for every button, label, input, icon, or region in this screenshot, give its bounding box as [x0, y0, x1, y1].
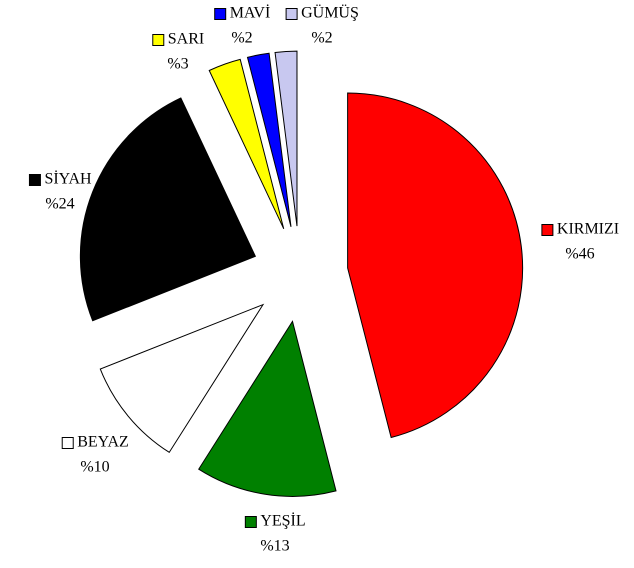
slice-name: YEŞİL: [260, 512, 305, 530]
legend-swatch: [244, 516, 257, 528]
legend-swatch: [152, 34, 165, 46]
legend-swatch: [285, 8, 298, 20]
pie-slice: [99, 303, 265, 454]
slice-value-label: %13: [260, 538, 289, 555]
slice-value-label: %24: [45, 196, 74, 213]
slice-name: BEYAZ: [77, 434, 129, 451]
slice-value-label: %46: [565, 246, 594, 263]
pie-slice: [274, 50, 298, 227]
slice-name: GÜMÜŞ: [301, 4, 359, 22]
pie-slice: [198, 320, 337, 497]
slice-name: KIRMIZI: [557, 221, 619, 238]
legend-swatch: [541, 224, 554, 236]
pie-slice: [347, 92, 524, 439]
pie-slice: [79, 97, 257, 322]
slice-value-label: %3: [167, 56, 188, 73]
slice-value-label: %10: [80, 459, 109, 476]
pie-slice: [246, 52, 292, 227]
legend-swatch: [214, 8, 227, 20]
slice-name: MAVİ: [230, 4, 271, 22]
slice-value-label: %2: [311, 30, 332, 47]
slice-name: SİYAH: [44, 170, 92, 188]
slice-name: SARI: [168, 31, 204, 48]
legend-swatch: [28, 174, 41, 186]
slice-value-label: %2: [231, 30, 252, 47]
legend-swatch: [61, 437, 74, 449]
pie-slice: [208, 58, 285, 230]
